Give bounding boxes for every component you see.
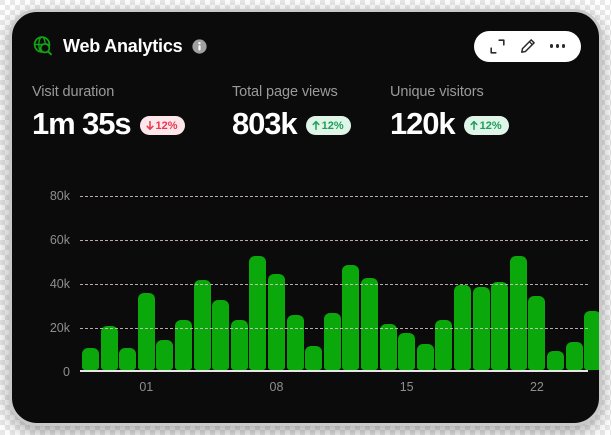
metric-label: Total page views — [232, 84, 338, 100]
info-icon[interactable] — [192, 38, 208, 54]
chart-y-tick-label: 20k — [49, 321, 70, 335]
chart-bar[interactable] — [268, 273, 285, 371]
chart-x-tick-label: 01 — [139, 380, 154, 394]
chart-bar[interactable] — [491, 282, 509, 371]
arrow-up-icon — [469, 120, 479, 131]
chart-x-axis — [80, 370, 588, 372]
dot — [561, 44, 566, 48]
chart-bar[interactable] — [230, 319, 248, 371]
chart-y-tick-label: 80k — [49, 189, 70, 203]
badge-text: 12% — [155, 119, 178, 132]
web-analytics-card: Web Analytics — [9, 9, 602, 426]
metric-value: 803k — [232, 106, 298, 141]
chart-bar[interactable] — [565, 341, 583, 371]
chart-bar[interactable] — [379, 324, 397, 371]
chart-bar[interactable] — [584, 311, 599, 371]
status-badge: 12% — [305, 116, 351, 135]
metric-visit-duration: Visit duration 1m 35s 12% — [32, 84, 232, 139]
chart-bar[interactable] — [416, 344, 434, 371]
chart-bar[interactable] — [175, 319, 192, 371]
chart-y-tick-label: 0 — [63, 365, 70, 379]
chart-bar[interactable] — [435, 319, 453, 371]
chart-bar[interactable] — [547, 350, 564, 371]
badge-text: 12% — [321, 119, 344, 132]
chart-bar[interactable] — [100, 326, 118, 371]
chart-bars — [80, 194, 599, 371]
chart-bar[interactable] — [398, 333, 416, 371]
chart-bar[interactable] — [286, 315, 304, 371]
chart-bar[interactable] — [137, 293, 155, 371]
chart-x-tick-label: 15 — [399, 380, 414, 394]
chart-x-tick-label: 08 — [269, 380, 284, 394]
metric-value-row: 120k 12% — [390, 108, 550, 139]
chart-gridline — [80, 328, 588, 329]
title-group: Web Analytics — [32, 35, 208, 57]
chart-plot-area: 0 20k 40k 60k 80k — [50, 189, 599, 379]
badge-text: 12% — [479, 119, 502, 132]
dot — [549, 44, 554, 48]
status-badge: 12% — [139, 116, 185, 135]
visitors-bar-chart: 0 20k 40k 60k 80k 01 08 15 22 — [32, 188, 599, 406]
chart-x-tick-label: 22 — [529, 380, 544, 394]
metric-value-row: 803k 12% — [232, 108, 390, 139]
metric-total-page-views: Total page views 803k 12% — [232, 84, 390, 139]
chart-y-tick-label: 60k — [49, 233, 70, 247]
dot — [555, 44, 560, 48]
chart-x-tick-labels: 01 08 15 22 — [80, 380, 588, 398]
metric-unique-visitors: Unique visitors 120k 12% — [390, 84, 550, 139]
chart-bar[interactable] — [361, 278, 378, 371]
metric-value-row: 1m 35s 12% — [32, 108, 232, 139]
chart-gridline — [80, 196, 588, 197]
header-actions — [474, 30, 581, 62]
chart-bar[interactable] — [193, 280, 211, 371]
expand-corners-icon[interactable] — [485, 34, 510, 59]
chart-bar[interactable] — [342, 264, 360, 371]
ellipsis-dots — [549, 44, 566, 48]
chart-bar[interactable] — [249, 256, 267, 371]
chart-bar[interactable] — [323, 313, 341, 371]
chart-bar[interactable] — [509, 256, 527, 371]
chart-gridline — [80, 240, 588, 241]
chart-bar[interactable] — [82, 348, 99, 371]
card-header: Web Analytics — [32, 26, 581, 66]
status-badge: 12% — [463, 116, 509, 135]
chart-bar[interactable] — [119, 348, 137, 371]
chart-bar[interactable] — [156, 339, 174, 371]
metrics-row: Visit duration 1m 35s 12% — [32, 84, 581, 139]
chart-gridline — [80, 284, 588, 285]
chart-bar[interactable] — [454, 284, 471, 371]
metric-value: 120k — [390, 106, 456, 141]
metric-label: Visit duration — [32, 84, 115, 100]
arrow-up-icon — [311, 120, 321, 131]
globe-search-icon — [32, 35, 54, 57]
page-title: Web Analytics — [63, 35, 183, 56]
chart-bar[interactable] — [305, 346, 323, 371]
pencil-icon[interactable] — [515, 34, 540, 59]
metric-value: 1m 35s — [32, 106, 132, 141]
chart-bar[interactable] — [528, 295, 546, 371]
chart-y-tick-label: 40k — [49, 277, 70, 291]
chart-bar[interactable] — [212, 300, 230, 371]
ellipsis-icon[interactable] — [545, 34, 570, 59]
arrow-down-icon — [145, 120, 155, 131]
metric-label: Unique visitors — [390, 84, 484, 100]
